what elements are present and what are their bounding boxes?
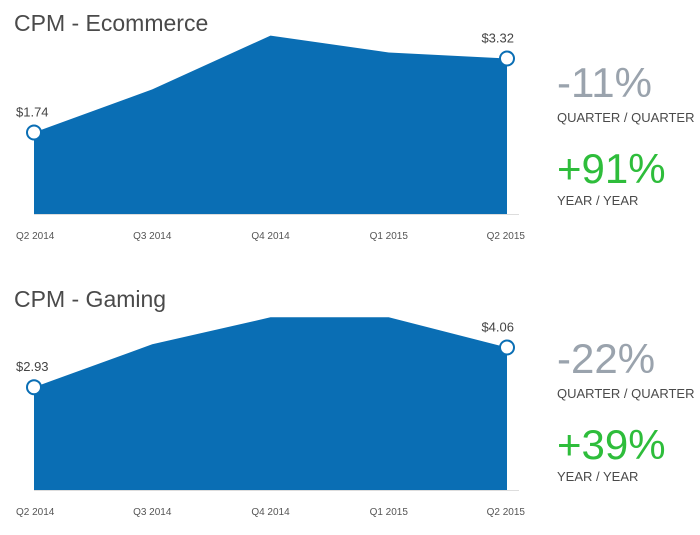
x-tick-label: Q2 2015 [487, 231, 526, 242]
stat-yoy-caption: YEAR / YEAR [557, 469, 639, 484]
stat-qoq-caption: QUARTER / QUARTER [557, 110, 695, 125]
first-point-marker [26, 124, 42, 141]
stat-qoq-value: -11% [557, 59, 652, 106]
x-tick-label: Q3 2014 [133, 231, 172, 242]
x-tick-label: Q2 2014 [16, 231, 55, 242]
area-chart-gaming: $2.93 $4.06 Q2 2014 Q3 2014 Q4 2014 Q1 2015 Q2… [16, 317, 526, 518]
first-value-label: $2.93 [16, 359, 49, 374]
area-series [34, 35, 507, 214]
chart-panel-ecommerce: CPM - Ecommerce $1.74 $3.32 Q2 2014 Q3 2014… [0, 0, 700, 259]
first-point-marker [26, 379, 42, 396]
stat-yoy-value: +91% [557, 145, 666, 192]
last-point-marker [499, 339, 515, 356]
last-point-marker [499, 50, 515, 67]
last-value-label: $3.32 [481, 31, 514, 46]
x-tick-label: Q1 2015 [370, 231, 409, 242]
stat-yoy-caption: YEAR / YEAR [557, 193, 639, 208]
area-series [34, 317, 507, 490]
x-tick-label: Q2 2015 [487, 507, 526, 518]
chart-title: CPM - Gaming [14, 286, 167, 312]
x-tick-label: Q2 2014 [16, 507, 55, 518]
x-tick-label: Q4 2014 [251, 231, 290, 242]
chart-title: CPM - Ecommerce [14, 10, 209, 36]
area-chart-ecommerce: $1.74 $3.32 Q2 2014 Q3 2014 Q4 2014 Q1 2015 Q2… [16, 31, 526, 243]
first-value-label: $1.74 [16, 105, 49, 120]
last-value-label: $4.06 [481, 320, 514, 335]
x-tick-label: Q1 2015 [370, 507, 409, 518]
x-tick-label: Q4 2014 [251, 507, 290, 518]
stat-qoq-value: -22% [557, 335, 656, 382]
stat-qoq-caption: QUARTER / QUARTER [557, 386, 695, 401]
x-tick-label: Q3 2014 [133, 507, 172, 518]
chart-panel-gaming: CPM - Gaming $2.93 $4.06 Q2 2014 Q3 2014 Q4 … [0, 276, 700, 535]
stat-yoy-value: +39% [557, 421, 666, 468]
